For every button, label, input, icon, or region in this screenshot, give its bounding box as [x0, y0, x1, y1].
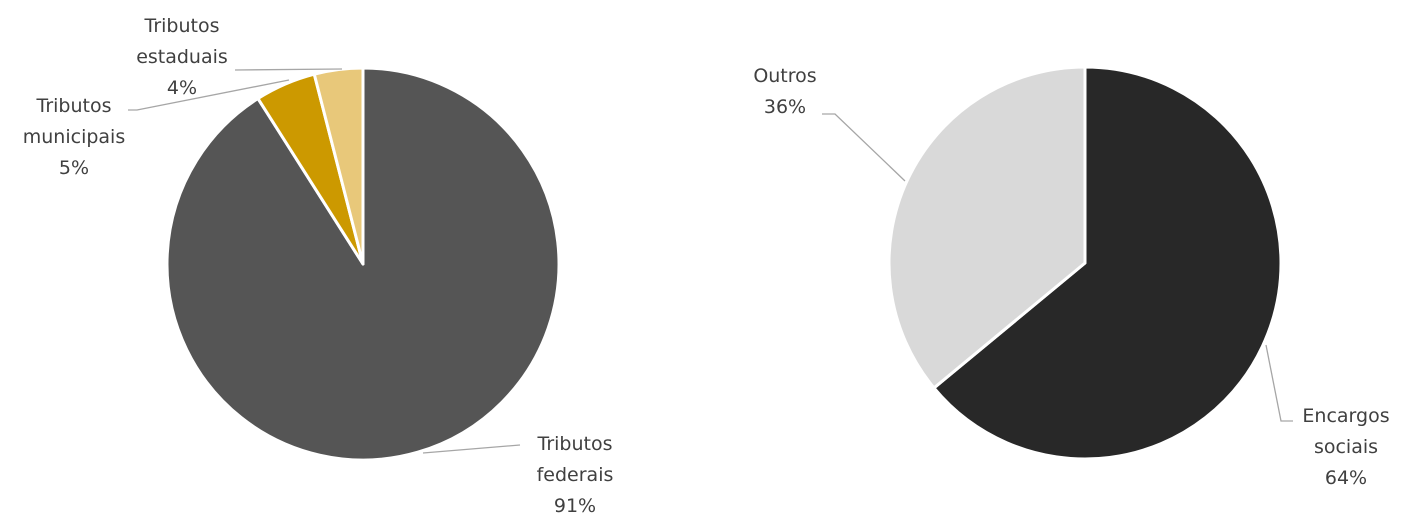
data-label-tributos-estaduais: Tributos estaduais 4%: [136, 15, 228, 99]
data-label-category-line: municipais: [23, 126, 125, 148]
leader-line-tributos-federais: [422, 444, 521, 454]
pie-slice-encargos-sociais: [932, 65, 1283, 461]
data-label-value: 4%: [167, 77, 197, 99]
data-label-category-line: estaduais: [136, 46, 228, 68]
data-label-value: 5%: [59, 157, 89, 179]
data-label-tributos-federais: Tributos federais 91%: [537, 433, 614, 513]
data-label-category-line: Tributos: [36, 95, 112, 117]
pie-chart-taxes: Tributos federais 91%Tributos municipais 5%T…: [23, 15, 614, 513]
data-label-outros: Outros 36%: [753, 65, 816, 118]
leader-line-encargos-sociais: [1265, 344, 1293, 422]
data-label-category-line: Encargos: [1302, 405, 1389, 427]
data-label-encargos-sociais: Encargos sociais 64%: [1302, 405, 1389, 489]
data-label-value: 64%: [1325, 467, 1367, 489]
leader-line-outros: [822, 113, 906, 182]
data-label-category-line: Tributos: [537, 433, 613, 455]
data-label-category-line: Tributos: [144, 15, 220, 37]
data-label-tributos-municipais: Tributos municipais 5%: [23, 95, 125, 179]
data-label-category-line: sociais: [1314, 436, 1378, 458]
data-label-category-line: Outros: [753, 65, 816, 87]
data-label-value: 36%: [764, 96, 806, 118]
pie-slice-outros: [887, 65, 1087, 390]
leader-line-tributos-municipais: [128, 79, 290, 111]
pie-chart-charges: Encargos sociais 64% Outros 36%: [753, 65, 1389, 489]
data-label-category-line: federais: [537, 464, 614, 486]
leader-line-tributos-estaduais: [234, 68, 343, 71]
data-label-value: 91%: [554, 495, 596, 513]
